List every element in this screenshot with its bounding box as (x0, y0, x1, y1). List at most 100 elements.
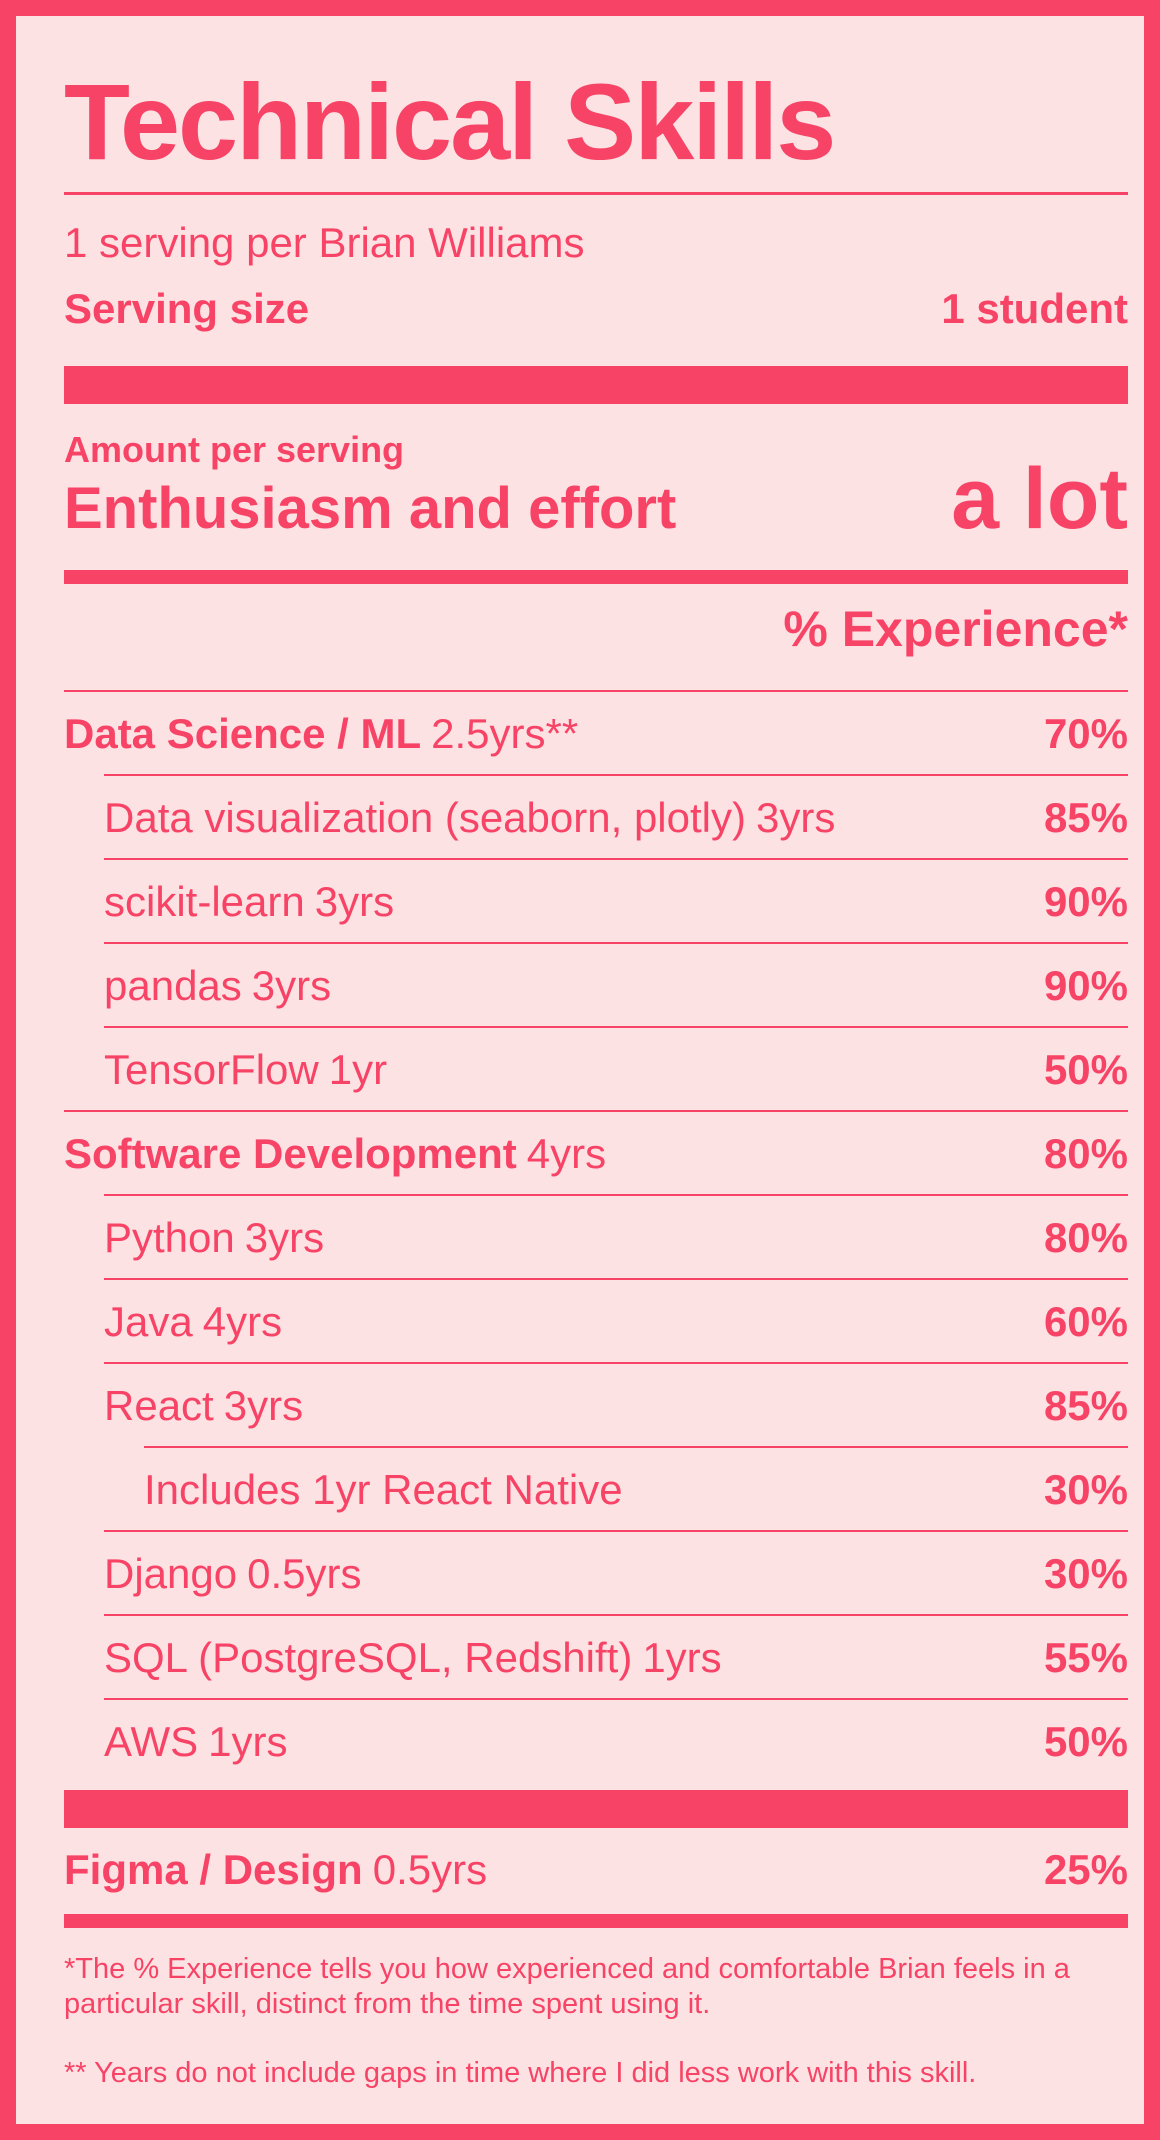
calories-row: Enthusiasm and effort a lot (64, 456, 1128, 542)
row-divider (104, 1362, 1128, 1364)
row-divider (64, 1110, 1128, 1112)
row-divider (104, 1530, 1128, 1532)
skill-name-wrap: Django 0.5yrs (104, 1553, 361, 1595)
calories-name: Enthusiasm and effort (64, 476, 677, 541)
skill-years: 4yrs (202, 1298, 283, 1345)
skill-row: Python 3yrs 80% (104, 1196, 1128, 1280)
skill-years: 3yrs (244, 1214, 325, 1261)
skill-percent: 25% (1043, 1846, 1128, 1893)
row-divider (64, 690, 1128, 692)
skill-years: 1yr (328, 1046, 388, 1093)
thick-divider (64, 1790, 1128, 1828)
skill-row-figma: Figma / Design 0.5yrs 25% (64, 1828, 1128, 1912)
skill-percent: 50% (1043, 1718, 1128, 1765)
skill-row: Data Science / ML 2.5yrs** 70% (64, 692, 1128, 776)
skill-row: Django 0.5yrs 30% (104, 1532, 1128, 1616)
skill-percent: 90% (1043, 962, 1128, 1009)
skill-name-wrap: Software Development 4yrs (64, 1133, 606, 1175)
medium-divider (64, 570, 1128, 584)
skill-name-wrap: AWS 1yrs (104, 1721, 287, 1763)
servings-text: 1 serving per Brian Williams (64, 219, 585, 266)
amount-label: Amount per serving (64, 429, 405, 470)
skill-name-wrap: Java 4yrs (104, 1301, 282, 1343)
row-divider (104, 1698, 1128, 1700)
skill-years: 1yrs (208, 1718, 288, 1765)
row-divider (104, 1194, 1128, 1196)
skill-percent: 80% (1043, 1130, 1128, 1177)
skill-percent: 85% (1043, 794, 1128, 841)
skill-row: Includes 1yr React Native 30% (144, 1448, 1128, 1532)
skill-row: AWS 1yrs 50% (104, 1700, 1128, 1784)
skill-name-wrap: scikit-learn 3yrs (104, 881, 394, 923)
skill-years: 2.5yrs** (431, 710, 579, 757)
skill-row: scikit-learn 3yrs 90% (104, 860, 1128, 944)
skill-years: 0.5yrs (247, 1550, 362, 1597)
row-divider (104, 1026, 1128, 1028)
skill-name: Figma / Design (64, 1846, 363, 1893)
row-divider (144, 1446, 1128, 1448)
skill-percent: 70% (1043, 710, 1128, 757)
serving-size-value: 1 student (941, 285, 1128, 332)
skill-name: SQL (PostgreSQL, Redshift) (104, 1634, 633, 1681)
footnote-2: ** Years do not include gaps in time whe… (64, 2056, 977, 2089)
divider (64, 192, 1128, 195)
skill-name-wrap: Data visualization (seaborn, plotly) 3yrs (104, 797, 835, 839)
skill-years: 3yrs (251, 962, 332, 1009)
row-divider (104, 942, 1128, 944)
skill-row: Java 4yrs 60% (104, 1280, 1128, 1364)
skill-name: Includes 1yr React Native (144, 1466, 623, 1513)
calories-value: a lot (951, 451, 1128, 547)
row-divider (104, 1278, 1128, 1280)
row-divider (104, 858, 1128, 860)
skill-name-wrap: Figma / Design 0.5yrs (64, 1849, 487, 1891)
skill-name: Django (104, 1550, 238, 1597)
skill-name-wrap: TensorFlow 1yr (104, 1049, 387, 1091)
skill-name: Java (104, 1298, 193, 1345)
skill-percent: 50% (1043, 1046, 1128, 1093)
skill-name: Data visualization (seaborn, plotly) (104, 794, 746, 841)
serving-size-label: Serving size (64, 285, 310, 332)
skill-percent: 80% (1043, 1214, 1128, 1261)
footnote-1: *The % Experience tells you how experien… (64, 1953, 1070, 2020)
skill-name: Python (104, 1214, 235, 1261)
skill-years: 3yrs (223, 1382, 304, 1429)
skill-name-wrap: Includes 1yr React Native (144, 1469, 623, 1511)
skill-name-wrap: Data Science / ML 2.5yrs** (64, 713, 578, 755)
skill-name-wrap: pandas 3yrs (104, 965, 331, 1007)
skill-name-wrap: SQL (PostgreSQL, Redshift) 1yrs (104, 1637, 722, 1679)
skill-percent: 60% (1043, 1298, 1128, 1345)
skill-row: React 3yrs 85% (104, 1364, 1128, 1448)
skill-name: scikit-learn (104, 878, 305, 925)
percent-experience-header: % Experience* (783, 601, 1128, 657)
skill-name: AWS (104, 1718, 199, 1765)
skill-row: TensorFlow 1yr 50% (104, 1028, 1128, 1112)
skill-name-wrap: Python 3yrs (104, 1217, 324, 1259)
skill-name-wrap: React 3yrs (104, 1385, 303, 1427)
skill-percent: 30% (1043, 1466, 1128, 1513)
row-divider (104, 774, 1128, 776)
skill-percent: 90% (1043, 878, 1128, 925)
footnotes: *The % Experience tells you how experien… (64, 1952, 1128, 2124)
skill-name: TensorFlow (104, 1046, 319, 1093)
skill-name: Data Science / ML (64, 710, 422, 757)
skill-row: SQL (PostgreSQL, Redshift) 1yrs 55% (104, 1616, 1128, 1700)
skill-row: Software Development 4yrs 80% (64, 1112, 1128, 1196)
row-divider (104, 1614, 1128, 1616)
skill-row: Data visualization (seaborn, plotly) 3yrs… (104, 776, 1128, 860)
skill-name: pandas (104, 962, 242, 1009)
skill-percent: 85% (1043, 1382, 1128, 1429)
skill-years: 3yrs (755, 794, 836, 841)
skill-name: React (104, 1382, 214, 1429)
skill-name: Software Development (64, 1130, 517, 1177)
skill-percent: 30% (1043, 1550, 1128, 1597)
skill-percent: 55% (1043, 1634, 1128, 1681)
page-title: Technical Skills (64, 61, 836, 182)
skill-row: pandas 3yrs 90% (104, 944, 1128, 1028)
skill-years: 0.5yrs (372, 1846, 488, 1893)
skill-years: 3yrs (314, 878, 395, 925)
thick-divider (64, 366, 1128, 404)
serving-size-row: Serving size 1 student (64, 288, 1128, 330)
skill-years: 4yrs (526, 1130, 607, 1177)
medium-divider (64, 1914, 1128, 1928)
